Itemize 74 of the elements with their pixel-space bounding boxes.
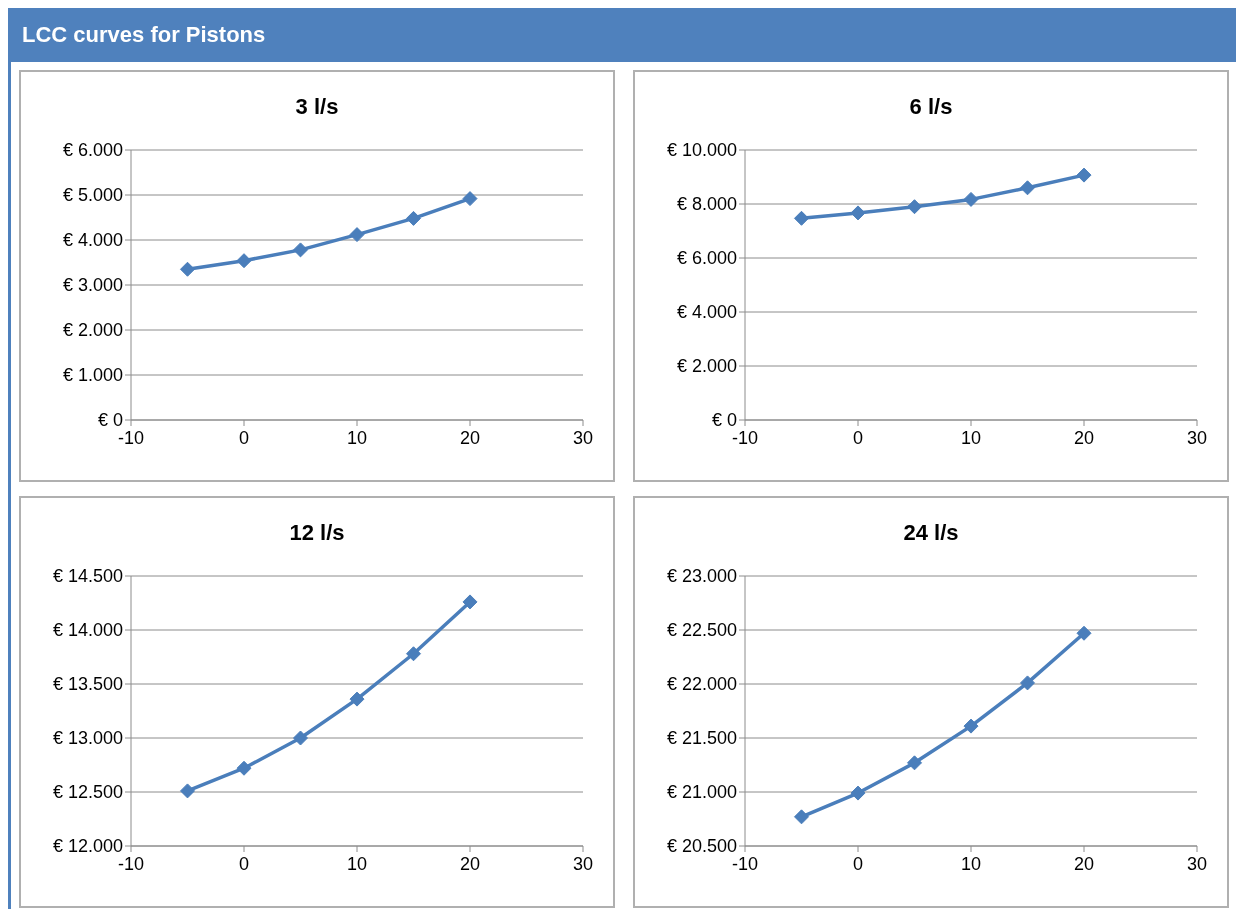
point <box>293 242 308 258</box>
x-tick-label: 10 <box>346 854 368 874</box>
y-tick-label: € 2.000 <box>676 356 737 377</box>
x-tick-label: 20 <box>459 428 481 448</box>
y-tick-label: € 8.000 <box>676 194 737 215</box>
x-tick-label: 0 <box>852 854 864 874</box>
chart-title: 3 l/s <box>294 94 340 121</box>
x-tick-label: 30 <box>572 428 594 448</box>
x-tick-label: 0 <box>238 428 250 448</box>
chart-title: 6 l/s <box>908 94 954 121</box>
y-tick-label: € 6.000 <box>62 140 123 161</box>
y-tick-label: € 4.000 <box>62 230 123 251</box>
y-tick-label: € 12.500 <box>52 782 123 803</box>
point <box>180 783 195 799</box>
y-tick-label: € 21.000 <box>666 782 737 803</box>
point <box>907 199 922 215</box>
point <box>236 760 252 776</box>
x-tick-label: 30 <box>572 854 594 874</box>
y-tick-label: € 12.000 <box>52 836 123 857</box>
y-tick-label: € 5.000 <box>62 185 123 206</box>
point <box>963 718 979 734</box>
y-tick-label: € 0 <box>711 410 737 431</box>
point <box>236 253 252 269</box>
x-tick-label: 30 <box>1186 854 1208 874</box>
x-tick-label: 0 <box>852 428 864 448</box>
y-tick-label: € 3.000 <box>62 275 123 296</box>
x-tick-label: 20 <box>1073 854 1095 874</box>
x-tick-label: 10 <box>346 428 368 448</box>
point <box>794 809 809 825</box>
y-tick-label: € 22.500 <box>666 620 737 641</box>
y-tick-label: € 23.000 <box>666 566 737 587</box>
y-tick-label: € 13.500 <box>52 674 123 695</box>
y-tick-label: € 1.000 <box>62 365 123 386</box>
y-tick-label: € 20.500 <box>666 836 737 857</box>
point <box>1076 625 1092 641</box>
point <box>349 227 365 243</box>
y-tick-label: € 10.000 <box>666 140 737 161</box>
y-tick-label: € 21.500 <box>666 728 737 749</box>
point <box>406 646 421 662</box>
y-tick-label: € 0 <box>97 410 123 431</box>
text: LCC curves for Pistons <box>8 8 1236 62</box>
y-tick-label: € 4.000 <box>676 302 737 323</box>
x-tick-label: 20 <box>459 854 481 874</box>
point <box>293 730 308 746</box>
point <box>1020 675 1035 691</box>
x-tick-label: -10 <box>731 428 759 448</box>
point <box>850 785 866 801</box>
point <box>850 205 866 221</box>
point <box>907 755 922 771</box>
chart-title: 24 l/s <box>902 520 960 547</box>
chart-title: 12 l/s <box>288 520 346 547</box>
y-tick-label: € 13.000 <box>52 728 123 749</box>
x-tick-label: -10 <box>731 854 759 874</box>
point <box>406 210 421 226</box>
point <box>794 210 809 226</box>
y-tick-label: € 22.000 <box>666 674 737 695</box>
x-tick-label: 30 <box>1186 428 1208 448</box>
point <box>180 261 195 277</box>
y-tick-label: € 14.000 <box>52 620 123 641</box>
x-tick-label: 20 <box>1073 428 1095 448</box>
point <box>1076 167 1092 183</box>
x-tick-label: 0 <box>238 854 250 874</box>
x-tick-label: 10 <box>960 854 982 874</box>
y-tick-label: € 6.000 <box>676 248 737 269</box>
point <box>349 691 365 707</box>
y-tick-label: € 2.000 <box>62 320 123 341</box>
x-tick-label: -10 <box>117 854 145 874</box>
point <box>963 191 979 207</box>
point <box>462 191 478 207</box>
y-tick-label: € 14.500 <box>52 566 123 587</box>
point <box>462 594 478 610</box>
point <box>1020 180 1035 196</box>
x-tick-label: 10 <box>960 428 982 448</box>
x-tick-label: -10 <box>117 428 145 448</box>
